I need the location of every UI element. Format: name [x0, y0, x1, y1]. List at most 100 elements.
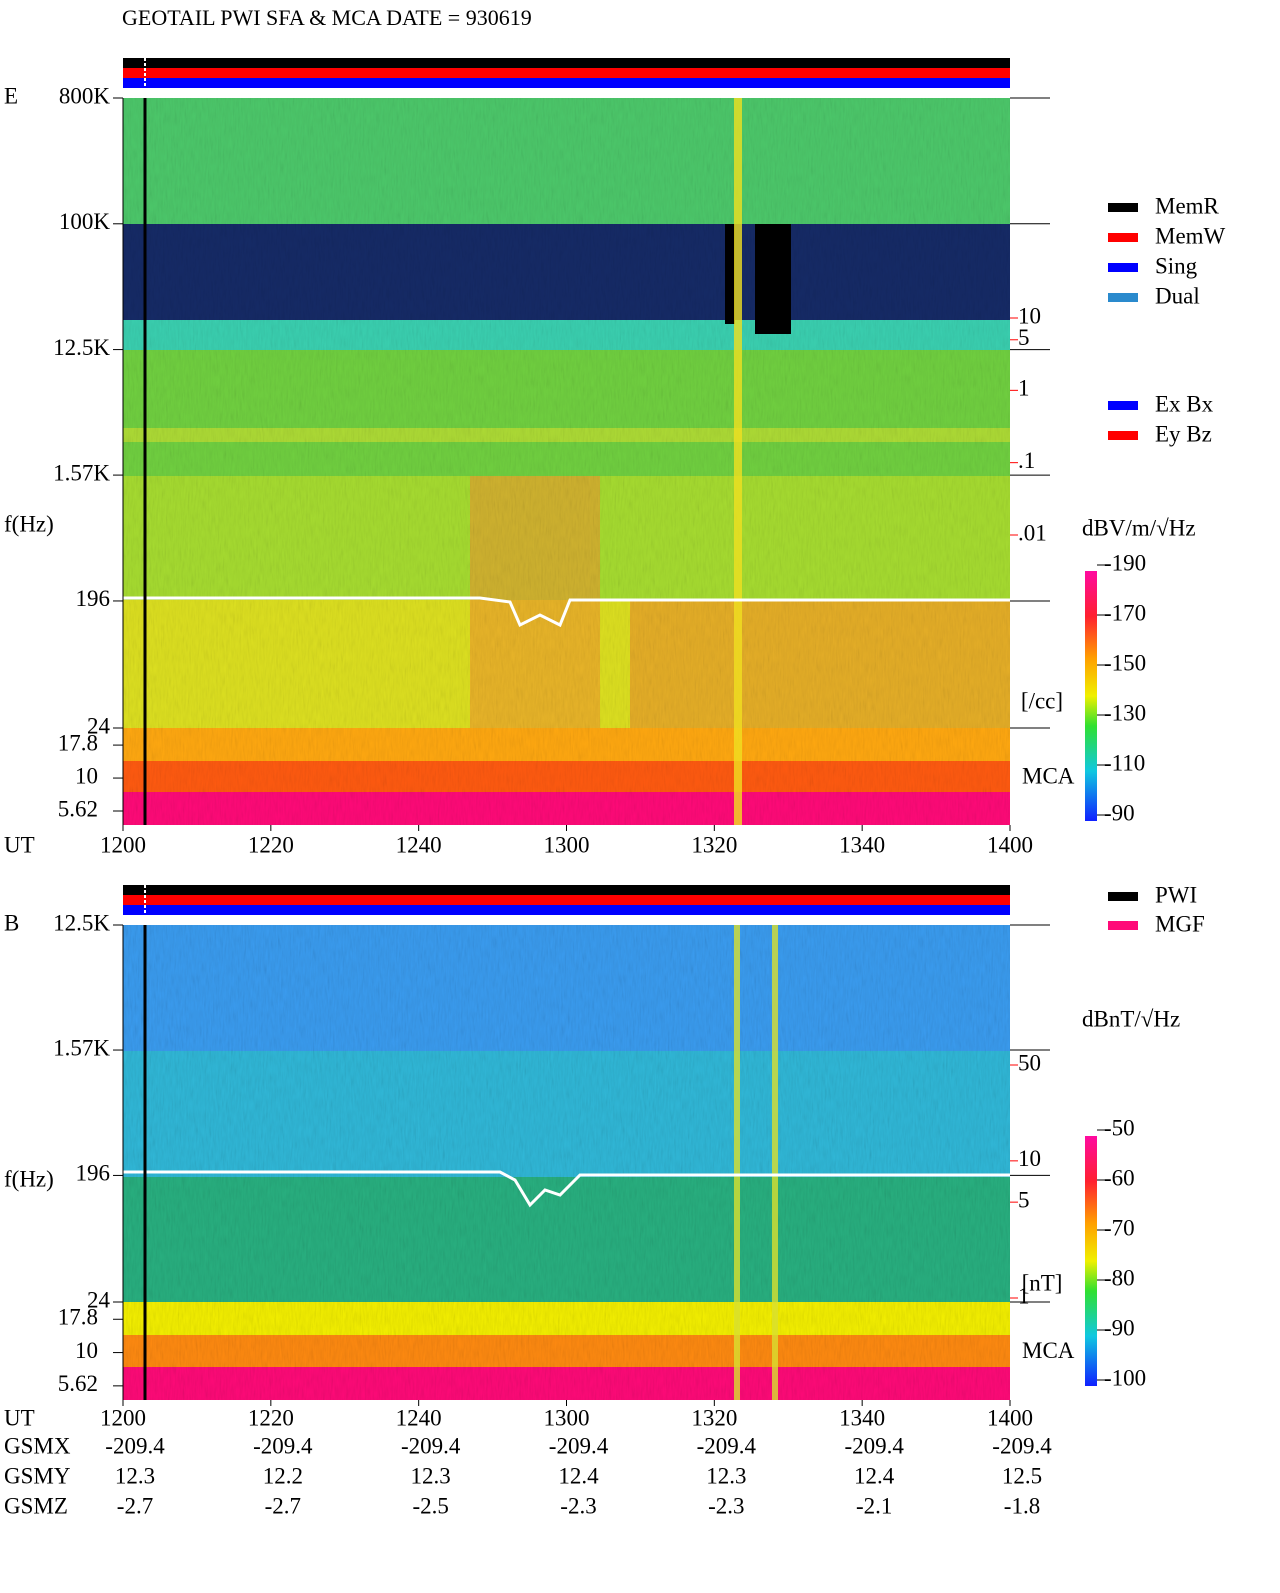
- y-axis-label: f(Hz): [4, 512, 54, 537]
- legend-label: Ex Bx: [1155, 391, 1214, 416]
- x-tick-label: 1240: [396, 832, 442, 857]
- legend-label: Ey Bz: [1155, 421, 1212, 446]
- orbit-value: -209.4: [992, 1433, 1052, 1458]
- colorbar-label: dBV/m/√Hz: [1082, 515, 1196, 540]
- y-tick-label: 100K: [59, 209, 111, 234]
- panel-label: B: [4, 910, 19, 935]
- density-tick-label: 10: [1018, 1146, 1041, 1171]
- density-tick-label: 5: [1018, 1187, 1030, 1212]
- y-tick-label: 12.5K: [53, 335, 110, 360]
- x-tick-label: 1220: [248, 832, 294, 857]
- mca-tick-label: 17.8: [58, 730, 98, 755]
- legend-swatch: [1108, 921, 1138, 930]
- colorbar-tick-label: -170: [1104, 600, 1146, 625]
- y-tick-label: 800K: [59, 83, 111, 108]
- orbit-label: GSMY: [4, 1463, 71, 1488]
- spectrogram-b: [123, 925, 1010, 1400]
- x-tick-label: 1240: [396, 1405, 442, 1430]
- orbit-value: -209.4: [844, 1433, 904, 1458]
- x-tick-label: 1300: [544, 1405, 590, 1430]
- mca-label: MCA: [1022, 1338, 1075, 1363]
- mca-tick-label: 5.62: [58, 1371, 98, 1396]
- y-tick-label: 1.57K: [53, 1035, 110, 1060]
- orbit-value: -2.7: [117, 1493, 153, 1518]
- colorbar-tick-label: -60: [1104, 1165, 1135, 1190]
- x-axis-label: UT: [4, 832, 35, 857]
- colorbar-label: dBnT/√Hz: [1082, 1006, 1180, 1031]
- spectrogram-e: [123, 98, 1010, 825]
- legend-swatch: [1108, 293, 1138, 302]
- x-tick-label: 1400: [987, 1405, 1033, 1430]
- x-tick-label: 1300: [544, 832, 590, 857]
- status-bars: [123, 58, 1010, 915]
- y-tick-label: 1.57K: [53, 460, 110, 485]
- colorbar: [1085, 571, 1097, 821]
- orbit-value: -209.4: [697, 1433, 757, 1458]
- mca-label: MCA: [1022, 763, 1075, 788]
- density-tick-label: 1: [1018, 1283, 1030, 1308]
- orbit-value: -209.4: [253, 1433, 313, 1458]
- orbit-value: -2.1: [856, 1493, 892, 1518]
- legend-swatch: [1108, 401, 1138, 410]
- legend-label: MGF: [1155, 911, 1205, 936]
- orbit-value: 12.3: [706, 1463, 746, 1488]
- density-label: [nT]: [1022, 1270, 1063, 1295]
- colorbar-tick-label: -110: [1104, 750, 1145, 775]
- y-tick-label: 24: [87, 713, 111, 738]
- legend-swatch: [1108, 203, 1138, 212]
- orbit-value: -209.4: [549, 1433, 609, 1458]
- orbit-label: GSMX: [4, 1433, 71, 1458]
- legend-label: PWI: [1155, 882, 1197, 907]
- legend-label: Sing: [1155, 253, 1198, 278]
- colorbar-tick-label: -50: [1104, 1115, 1135, 1140]
- orbit-value: -2.3: [560, 1493, 596, 1518]
- legend-swatch: [1108, 431, 1138, 440]
- mca-tick-label: 10: [75, 763, 98, 788]
- x-tick-label: 1200: [100, 832, 146, 857]
- mca-tick-label: 17.8: [58, 1305, 98, 1330]
- x-tick-label: 1340: [839, 832, 885, 857]
- density-tick-label: 10: [1018, 303, 1041, 328]
- colorbar-tick-label: -90: [1104, 800, 1135, 825]
- legend-swatch: [1108, 263, 1138, 272]
- mca-tick-label: 5.62: [58, 796, 98, 821]
- legend-label: MemW: [1155, 223, 1226, 248]
- x-tick-label: 1200: [100, 1405, 146, 1430]
- colorbar-tick-label: -90: [1104, 1315, 1135, 1340]
- colorbar: [1085, 1136, 1097, 1386]
- colorbar-tick-label: -70: [1104, 1215, 1135, 1240]
- panel-label: E: [4, 83, 18, 108]
- colorbar-tick-label: -150: [1104, 650, 1146, 675]
- y-tick-label: 12.5K: [53, 910, 110, 935]
- x-axis-label: UT: [4, 1405, 35, 1430]
- title: GEOTAIL PWI SFA & MCA DATE = 930619: [122, 5, 532, 30]
- density-tick-label: 50: [1018, 1050, 1041, 1075]
- y-tick-label: 196: [76, 586, 111, 611]
- density-tick-label: .1: [1018, 448, 1035, 473]
- density-tick-label: 5: [1018, 325, 1030, 350]
- y-axis-label: f(Hz): [4, 1167, 54, 1192]
- legend-label: Dual: [1155, 283, 1200, 308]
- legend-label: MemR: [1155, 193, 1220, 218]
- x-tick-label: 1220: [248, 1405, 294, 1430]
- orbit-value: -2.7: [265, 1493, 301, 1518]
- orbit-value: -2.5: [412, 1493, 448, 1518]
- colorbar-tick-label: -190: [1104, 550, 1146, 575]
- orbit-value: 12.3: [411, 1463, 451, 1488]
- orbit-value: -1.8: [1004, 1493, 1040, 1518]
- orbit-value: -2.3: [708, 1493, 744, 1518]
- density-tick-label: .01: [1018, 520, 1047, 545]
- orbit-label: GSMZ: [4, 1493, 68, 1518]
- x-tick-label: 1340: [839, 1405, 885, 1430]
- y-tick-label: 196: [76, 1161, 111, 1186]
- colorbar-tick-label: -130: [1104, 700, 1146, 725]
- colorbar-tick-label: -80: [1104, 1265, 1135, 1290]
- orbit-value: 12.2: [263, 1463, 303, 1488]
- x-tick-label: 1400: [987, 832, 1033, 857]
- x-tick-label: 1320: [691, 1405, 737, 1430]
- orbit-value: -209.4: [105, 1433, 165, 1458]
- density-tick-label: 1: [1018, 376, 1030, 401]
- orbit-value: 12.4: [558, 1463, 599, 1488]
- y-tick-label: 24: [87, 1287, 111, 1312]
